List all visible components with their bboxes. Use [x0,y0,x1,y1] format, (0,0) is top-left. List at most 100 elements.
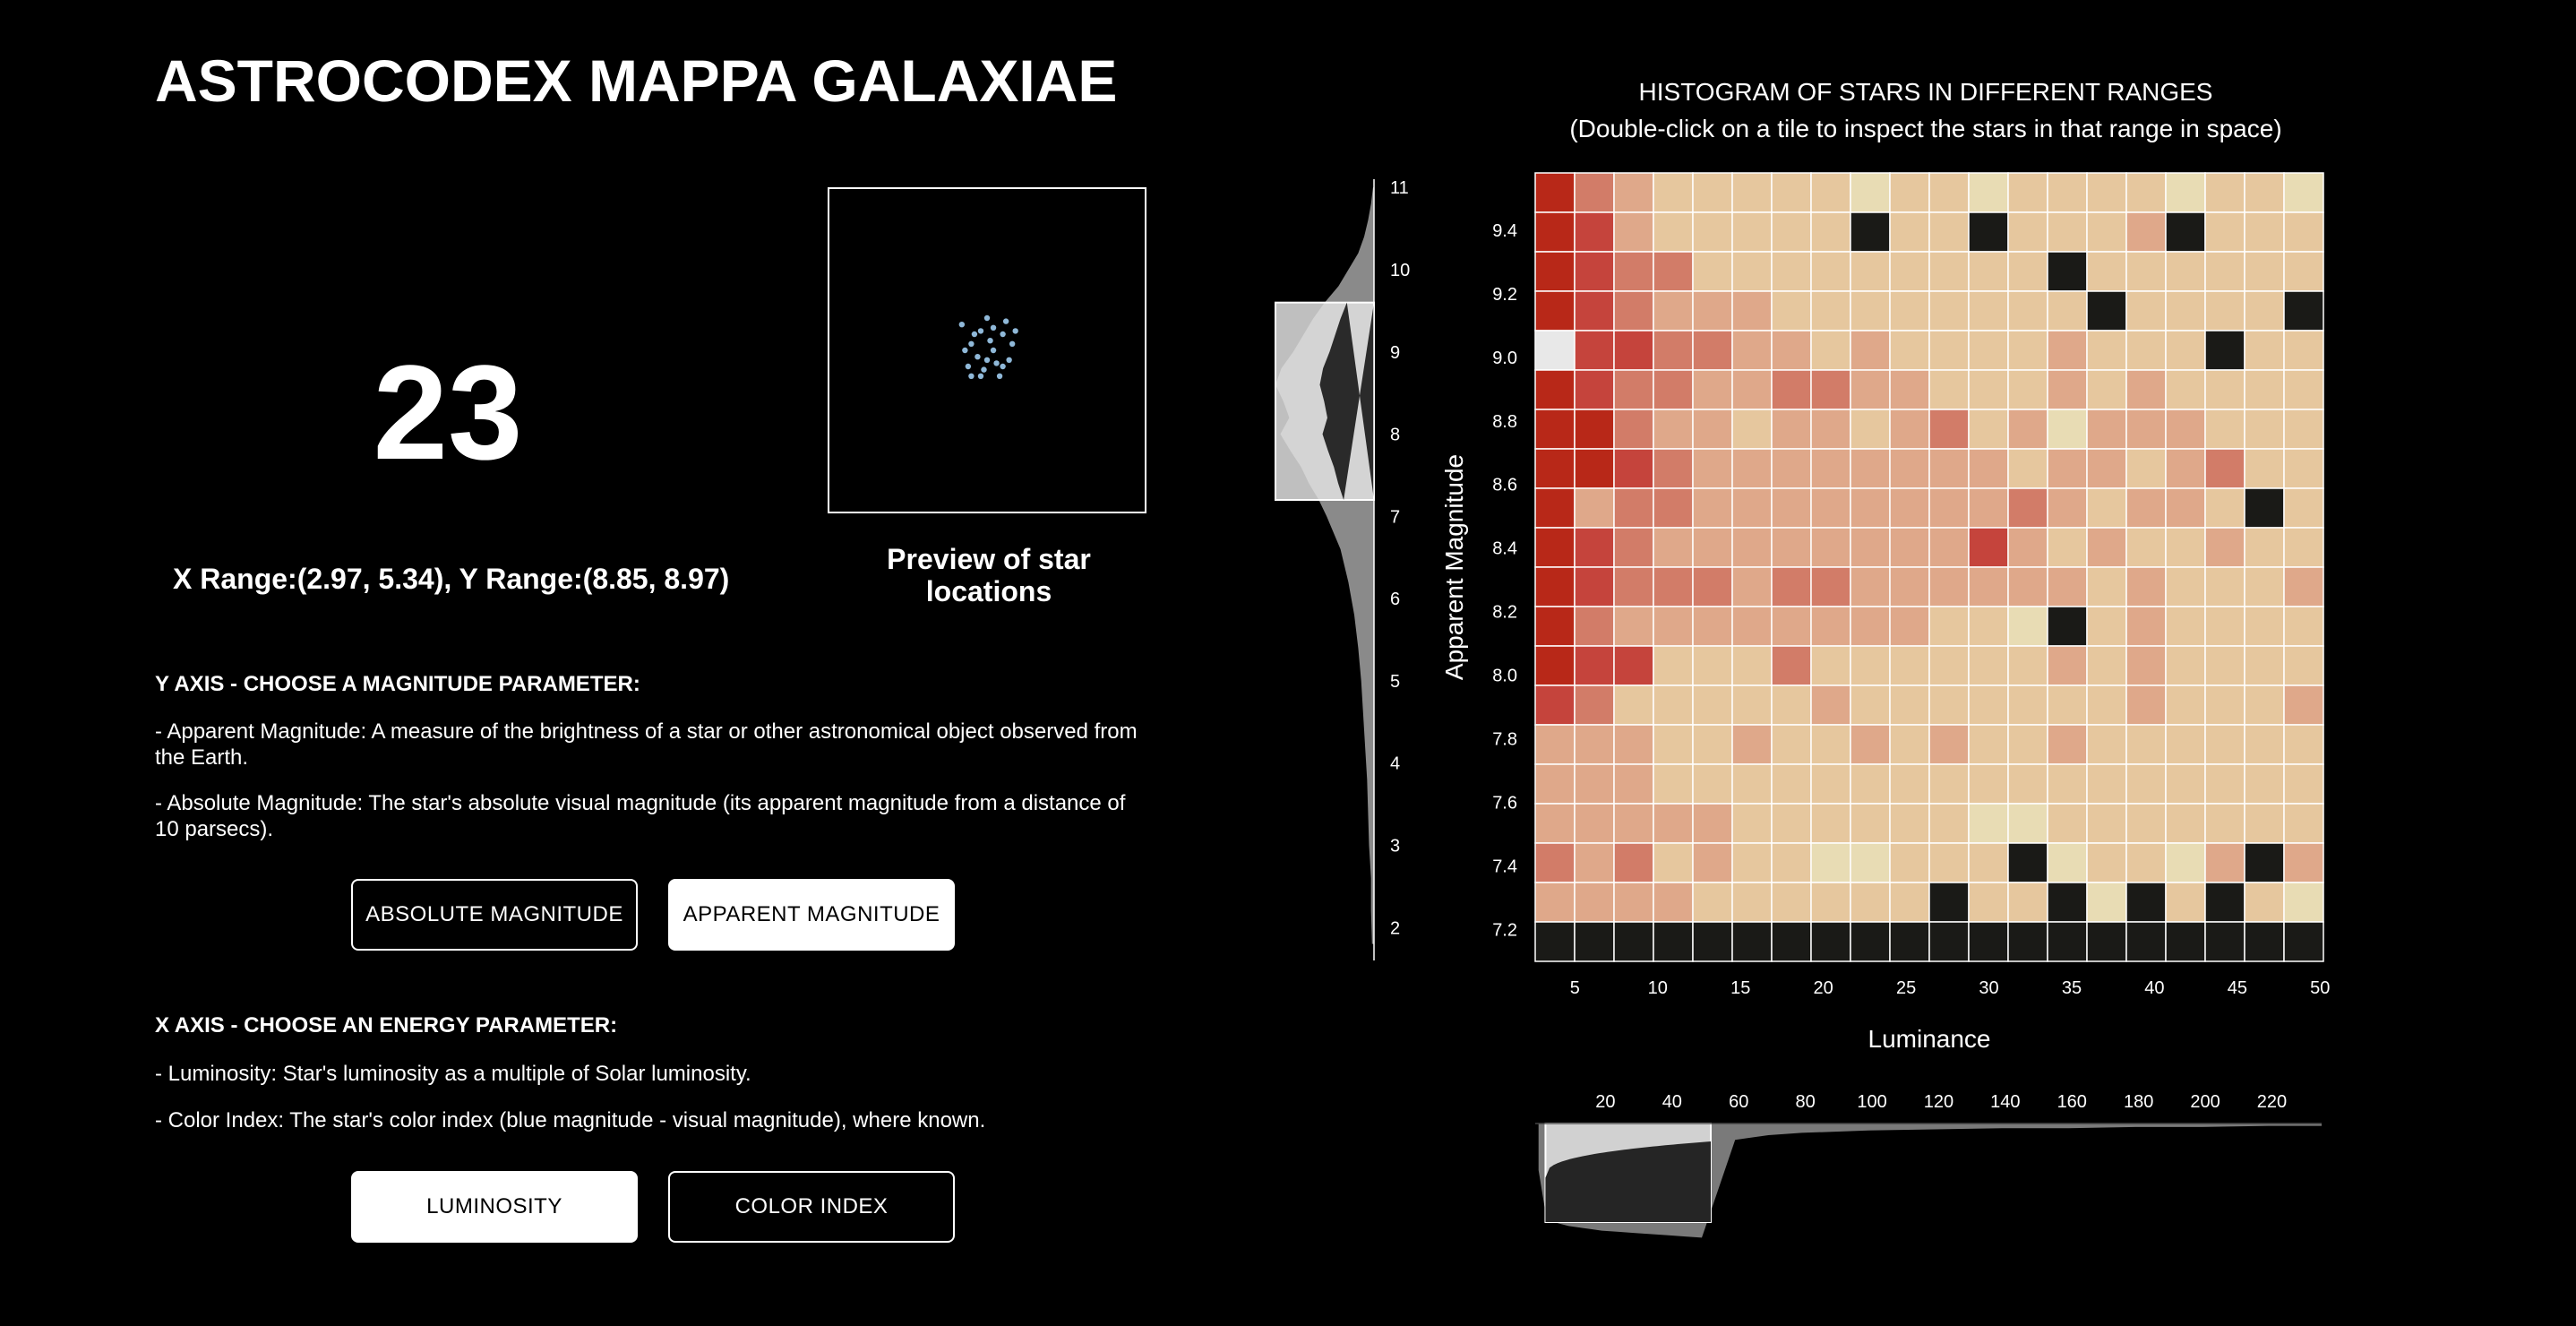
star-histogram-heatmap[interactable]: 5 10 15 20 25 30 35 40 45 50 7.2 7.4 7.6 7.8 8.0 8.2 8.4… [1440,172,2330,1053]
histogram-tile[interactable] [2086,330,2127,371]
histogram-tile[interactable] [2086,487,2127,529]
histogram-tile[interactable] [2204,921,2245,962]
histogram-tile[interactable] [2086,566,2127,607]
histogram-tile[interactable] [2244,448,2285,489]
histogram-tile[interactable] [1731,882,1773,923]
histogram-tile[interactable] [2244,763,2285,805]
histogram-tile[interactable] [1771,921,1812,962]
histogram-tile[interactable] [1968,448,2009,489]
histogram-tile[interactable] [1810,527,1851,568]
histogram-tile[interactable] [1653,763,1694,805]
histogram-tile[interactable] [1534,606,1576,647]
histogram-tile[interactable] [1968,685,2009,726]
histogram-tile[interactable] [1968,251,2009,292]
histogram-tile[interactable] [2165,724,2206,765]
histogram-tile[interactable] [2165,921,2206,962]
histogram-tile[interactable] [1850,566,1891,607]
histogram-tile[interactable] [2086,409,2127,450]
histogram-tile[interactable] [2086,290,2127,332]
histogram-tile[interactable] [1771,842,1812,883]
histogram-tile[interactable] [2047,487,2088,529]
histogram-tile[interactable] [1653,527,1694,568]
histogram-tile[interactable] [1574,842,1615,883]
histogram-tile[interactable] [1653,685,1694,726]
histogram-tile[interactable] [1889,251,1930,292]
histogram-tile[interactable] [1613,566,1654,607]
histogram-tile[interactable] [1731,251,1773,292]
histogram-tile[interactable] [2047,842,2088,883]
histogram-tile[interactable] [1692,290,1733,332]
histogram-tile[interactable] [1613,645,1654,686]
histogram-tile[interactable] [2047,409,2088,450]
histogram-tile[interactable] [1692,606,1733,647]
histogram-tile[interactable] [1771,803,1812,844]
histogram-tile[interactable] [2204,448,2245,489]
histogram-tile[interactable] [2244,803,2285,844]
histogram-tile[interactable] [2125,566,2167,607]
histogram-tile[interactable] [1731,211,1773,253]
histogram-tile[interactable] [2007,211,2048,253]
histogram-tile[interactable] [1574,606,1615,647]
histogram-tile[interactable] [1692,803,1733,844]
histogram-tile[interactable] [2086,172,2127,213]
histogram-tile[interactable] [2165,211,2206,253]
histogram-tile[interactable] [2125,172,2167,213]
histogram-tile[interactable] [2007,921,2048,962]
histogram-tile[interactable] [1613,172,1654,213]
histogram-tile[interactable] [2047,172,2088,213]
histogram-tile[interactable] [1771,251,1812,292]
histogram-tile[interactable] [2165,527,2206,568]
histogram-tile[interactable] [1810,487,1851,529]
histogram-tile[interactable] [2165,448,2206,489]
histogram-tile[interactable] [2007,290,2048,332]
histogram-tile[interactable] [2125,330,2167,371]
histogram-tile[interactable] [1928,290,1970,332]
histogram-tile[interactable] [1889,803,1930,844]
histogram-tile[interactable] [1731,645,1773,686]
histogram-tile[interactable] [2086,842,2127,883]
histogram-tile[interactable] [1613,409,1654,450]
histogram-tile[interactable] [2125,645,2167,686]
histogram-tile[interactable] [1534,645,1576,686]
histogram-tile[interactable] [2204,645,2245,686]
histogram-tile[interactable] [1850,763,1891,805]
histogram-tile[interactable] [1810,724,1851,765]
histogram-tile[interactable] [1534,409,1576,450]
histogram-tile[interactable] [1653,369,1694,410]
histogram-tile[interactable] [1731,724,1773,765]
histogram-tile[interactable] [1850,172,1891,213]
histogram-tile[interactable] [1810,369,1851,410]
histogram-tile[interactable] [1810,566,1851,607]
histogram-tile[interactable] [1692,211,1733,253]
histogram-tile[interactable] [2283,211,2324,253]
histogram-tile[interactable] [1574,487,1615,529]
histogram-tile[interactable] [2086,606,2127,647]
histogram-tile[interactable] [2244,172,2285,213]
histogram-tile[interactable] [1889,330,1930,371]
histogram-tile[interactable] [1928,172,1970,213]
histogram-tile[interactable] [2007,685,2048,726]
histogram-tile[interactable] [2283,645,2324,686]
histogram-tile[interactable] [1928,724,1970,765]
histogram-tile[interactable] [1731,803,1773,844]
histogram-tile[interactable] [1574,172,1615,213]
histogram-tile[interactable] [1534,527,1576,568]
histogram-tile[interactable] [1613,251,1654,292]
histogram-tile[interactable] [2244,606,2285,647]
histogram-tile[interactable] [2165,803,2206,844]
histogram-tile[interactable] [2244,645,2285,686]
histogram-tile[interactable] [1771,330,1812,371]
histogram-tile[interactable] [1574,527,1615,568]
histogram-tile[interactable] [1968,842,2009,883]
histogram-tile[interactable] [2086,211,2127,253]
histogram-tile[interactable] [1968,527,2009,568]
histogram-tile[interactable] [2165,763,2206,805]
histogram-tile[interactable] [1731,842,1773,883]
histogram-tile[interactable] [1850,921,1891,962]
histogram-tile[interactable] [2007,763,2048,805]
histogram-tile[interactable] [2244,330,2285,371]
histogram-tile[interactable] [1810,211,1851,253]
histogram-tile[interactable] [1613,606,1654,647]
histogram-tile[interactable] [2047,645,2088,686]
histogram-tile[interactable] [1731,685,1773,726]
